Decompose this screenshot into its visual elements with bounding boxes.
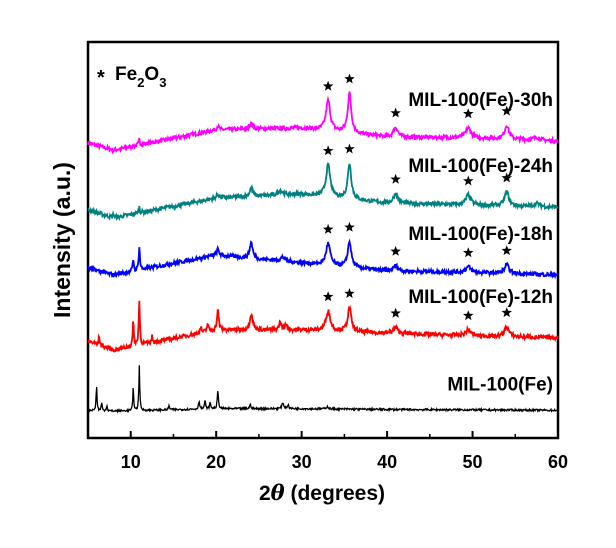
x-ticks: 10 20 30 40 50 60 [87, 431, 568, 472]
fe2o3-star-icon [322, 80, 334, 91]
series-label: MIL-100(Fe)-12h [408, 287, 553, 308]
fe2o3-star-icon [322, 223, 334, 234]
y-axis-label: Intensity (a.u.) [49, 162, 75, 318]
series-layer: MIL-100(Fe)-30h MIL-100(Fe)-24h MIL-100(Fe… [87, 73, 559, 414]
series-label: MIL-100(Fe)-30h [408, 90, 553, 111]
x-tick-label: 60 [548, 452, 568, 472]
fe2o3-star-icon [344, 73, 355, 84]
x-axis-label: 2θ (degrees) [259, 480, 385, 505]
x-tick-label: 20 [206, 452, 226, 472]
legend-star-marker: * [97, 67, 105, 89]
series-4: MIL-100(Fe) [87, 365, 558, 414]
fe2o3-star-icon [390, 107, 401, 118]
series-0: MIL-100(Fe)-30h [87, 73, 559, 155]
fe2o3-star-icon [344, 288, 355, 298]
fe2o3-star-icon [344, 221, 355, 232]
fe2o3-star-icon [463, 310, 474, 321]
series-line [87, 238, 559, 280]
fe2o3-star-icon [501, 245, 512, 256]
fe2o3-star-icon [463, 108, 474, 119]
fe2o3-star-icon [501, 105, 512, 116]
fe2o3-star-icon [390, 245, 401, 256]
series-1: MIL-100(Fe)-24h [87, 143, 559, 222]
fe2o3-star-icon [322, 145, 334, 156]
x-tick-label: 10 [121, 452, 141, 472]
series-label: MIL-100(Fe)-24h [408, 156, 553, 177]
series-3: MIL-100(Fe)-12h [87, 287, 559, 353]
series-line [87, 162, 559, 222]
series-line [87, 365, 558, 414]
fe2o3-star-icon [463, 247, 474, 258]
series-label: MIL-100(Fe)-18h [408, 224, 553, 245]
series-line [87, 91, 559, 155]
fe2o3-star-icon [344, 143, 355, 154]
fe2o3-star-icon [501, 307, 512, 318]
plot-frame [86, 40, 560, 440]
x-tick-label: 40 [377, 452, 397, 472]
series-line [87, 300, 559, 353]
series-label: MIL-100(Fe) [447, 374, 553, 395]
legend-label: Fe2O3 [115, 64, 166, 90]
fe2o3-star-icon [390, 307, 401, 318]
fe2o3-star-icon [463, 175, 474, 186]
legend: * Fe2O3 [97, 64, 166, 90]
x-tick-label: 30 [292, 452, 312, 472]
fe2o3-star-icon [501, 172, 512, 183]
fe2o3-star-icon [322, 291, 334, 302]
fe2o3-star-icon [390, 173, 401, 184]
series-2: MIL-100(Fe)-18h [87, 221, 559, 280]
x-tick-label: 50 [463, 452, 483, 472]
